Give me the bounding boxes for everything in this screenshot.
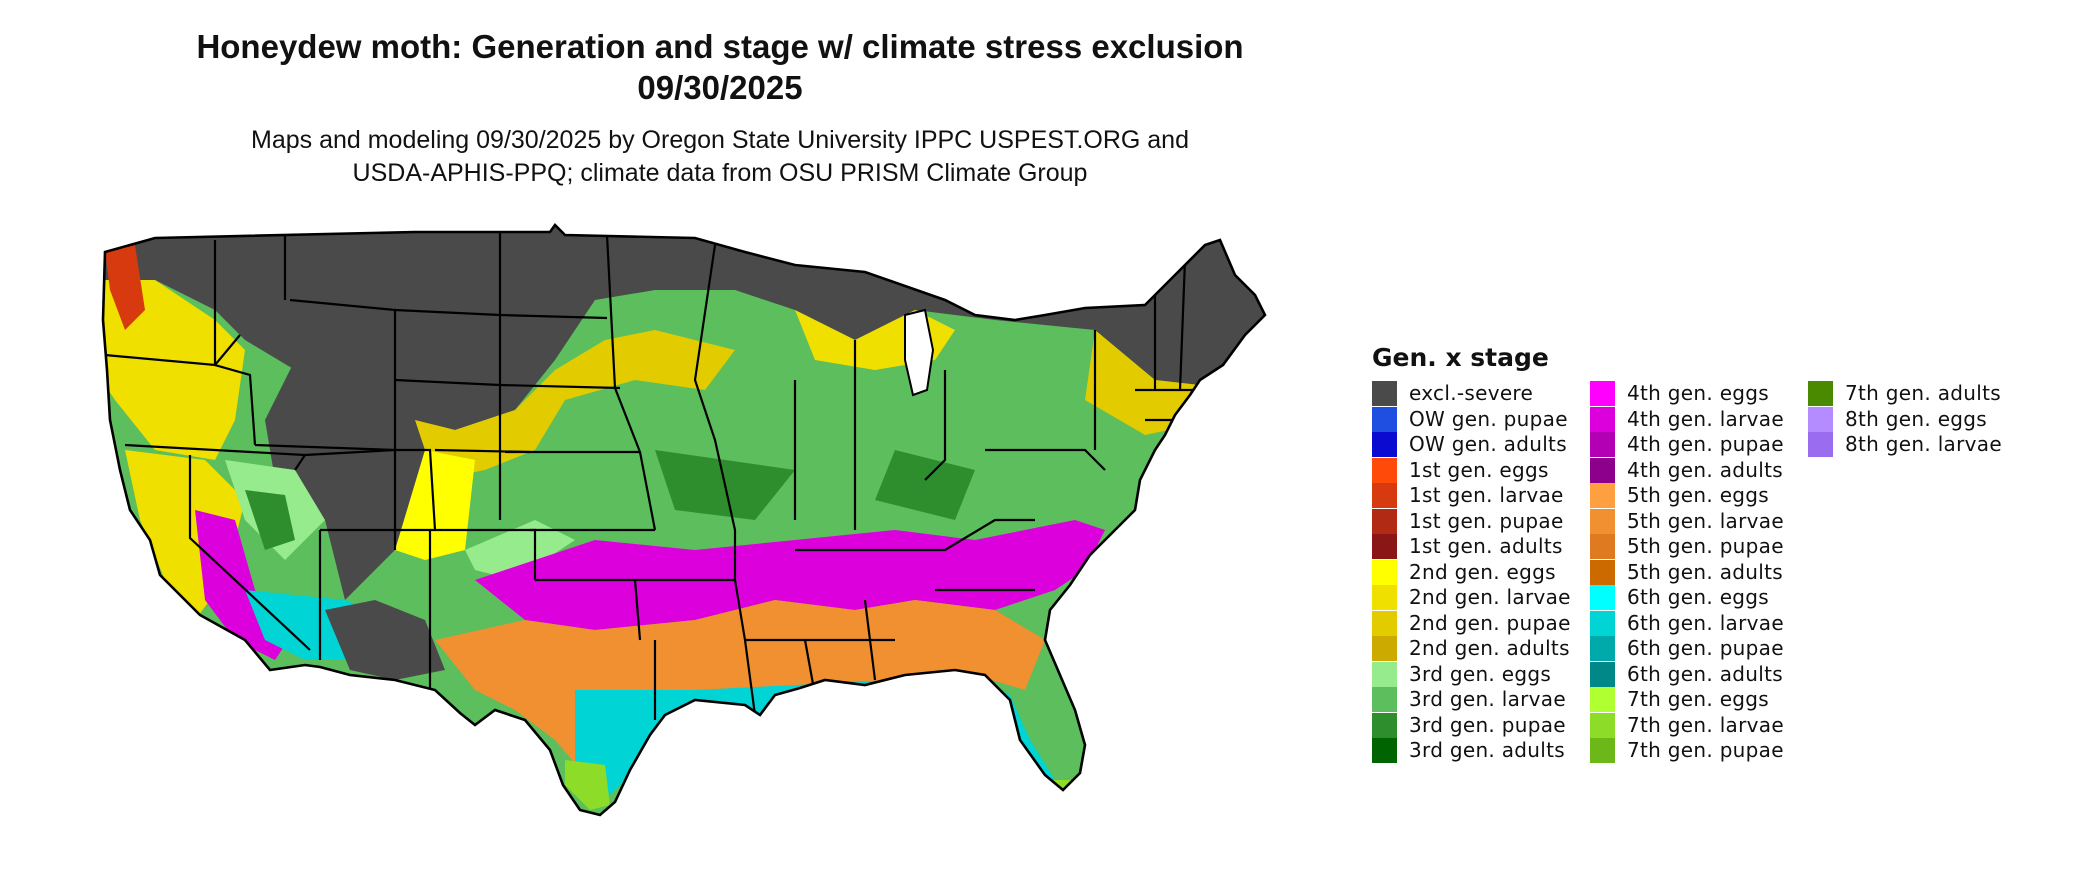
legend-swatch — [1590, 406, 1615, 432]
map-subtitle-line1: Maps and modeling 09/30/2025 by Oregon S… — [251, 126, 1189, 154]
legend-label: 5th gen. adults — [1627, 559, 1783, 584]
legend-label: 8th gen. larvae — [1845, 432, 2002, 456]
legend-swatch — [1590, 534, 1615, 559]
legend-label: 1st gen. eggs — [1409, 457, 1549, 482]
legend-label: 4th gen. eggs — [1627, 381, 1770, 405]
legend-label: 4th gen. pupae — [1627, 432, 1784, 456]
legend-swatch — [1372, 610, 1397, 636]
legend-swatch — [1590, 432, 1615, 457]
legend-label: 1st gen. pupae — [1409, 508, 1564, 533]
legend-label: 2nd gen. pupae — [1409, 610, 1571, 635]
legend-label: 5th gen. larvae — [1627, 508, 1784, 533]
legend-label: 2nd gen. adults — [1409, 636, 1570, 660]
legend-swatch — [1372, 508, 1397, 534]
legend-swatch — [1372, 738, 1397, 763]
legend-swatch — [1590, 687, 1615, 712]
legend-label: excl.-severe — [1409, 381, 1534, 405]
legend-swatch — [1590, 559, 1615, 585]
legend-swatch — [1590, 483, 1615, 508]
legend-swatch — [1372, 534, 1397, 559]
legend-label: OW gen. adults — [1409, 432, 1567, 456]
legend-swatch — [1590, 738, 1615, 763]
legend-swatch — [1372, 559, 1397, 585]
legend-label: 3rd gen. larvae — [1409, 687, 1566, 711]
legend-label: OW gen. pupae — [1409, 406, 1568, 431]
legend-label: 1st gen. larvae — [1409, 483, 1564, 507]
legend-swatch — [1590, 636, 1615, 661]
map-subtitle-line2: USDA-APHIS-PPQ; climate data from OSU PR… — [352, 159, 1088, 187]
legend-swatch — [1590, 508, 1615, 534]
legend-swatch — [1372, 432, 1397, 457]
legend-label: 6th gen. adults — [1627, 661, 1783, 686]
legend-label: 6th gen. pupae — [1627, 636, 1784, 660]
legend-swatch — [1808, 432, 1833, 457]
legend-swatch — [1372, 687, 1397, 712]
legend-label: 7th gen. larvae — [1627, 712, 1784, 737]
legend-label: 4th gen. adults — [1627, 457, 1783, 482]
map-title-line1: Honeydew moth: Generation and stage w/ c… — [196, 28, 1244, 65]
legend-label: 2nd gen. eggs — [1409, 559, 1556, 584]
legend-label: 3rd gen. eggs — [1409, 661, 1552, 686]
legend-label: 1st gen. adults — [1409, 534, 1563, 558]
legend-label: 7th gen. eggs — [1627, 687, 1770, 711]
legend-label: 6th gen. eggs — [1627, 585, 1770, 609]
legend-swatch — [1590, 585, 1615, 610]
legend-title: Gen. x stage — [1372, 343, 1549, 372]
legend-swatch — [1808, 406, 1833, 432]
legend-label: 5th gen. eggs — [1627, 483, 1770, 507]
legend-label: 7th gen. pupae — [1627, 738, 1784, 762]
legend-label: 4th gen. larvae — [1627, 406, 1784, 431]
legend-swatch — [1372, 406, 1397, 432]
legend-swatch — [1590, 381, 1615, 406]
legend-swatch — [1372, 483, 1397, 508]
us-generation-stage-map — [101, 222, 1267, 817]
legend-swatch — [1372, 712, 1397, 738]
legend-swatch — [1808, 381, 1833, 406]
legend-label: 8th gen. eggs — [1845, 406, 1988, 431]
legend-swatch — [1372, 585, 1397, 610]
legend-label: 5th gen. pupae — [1627, 534, 1784, 558]
legend-swatch — [1590, 661, 1615, 687]
legend-swatch — [1590, 457, 1615, 483]
legend-swatch — [1372, 457, 1397, 483]
legend-swatch — [1372, 381, 1397, 406]
map-title-date: 09/30/2025 — [637, 69, 803, 106]
legend-label: 3rd gen. adults — [1409, 738, 1565, 762]
legend-swatch — [1590, 712, 1615, 738]
legend-label: 3rd gen. pupae — [1409, 712, 1566, 737]
legend-swatch — [1590, 610, 1615, 636]
legend-label: 7th gen. adults — [1845, 381, 2001, 405]
legend-swatch — [1372, 661, 1397, 687]
legend-label: 2nd gen. larvae — [1409, 585, 1571, 609]
legend-swatch — [1372, 636, 1397, 661]
legend-label: 6th gen. larvae — [1627, 610, 1784, 635]
